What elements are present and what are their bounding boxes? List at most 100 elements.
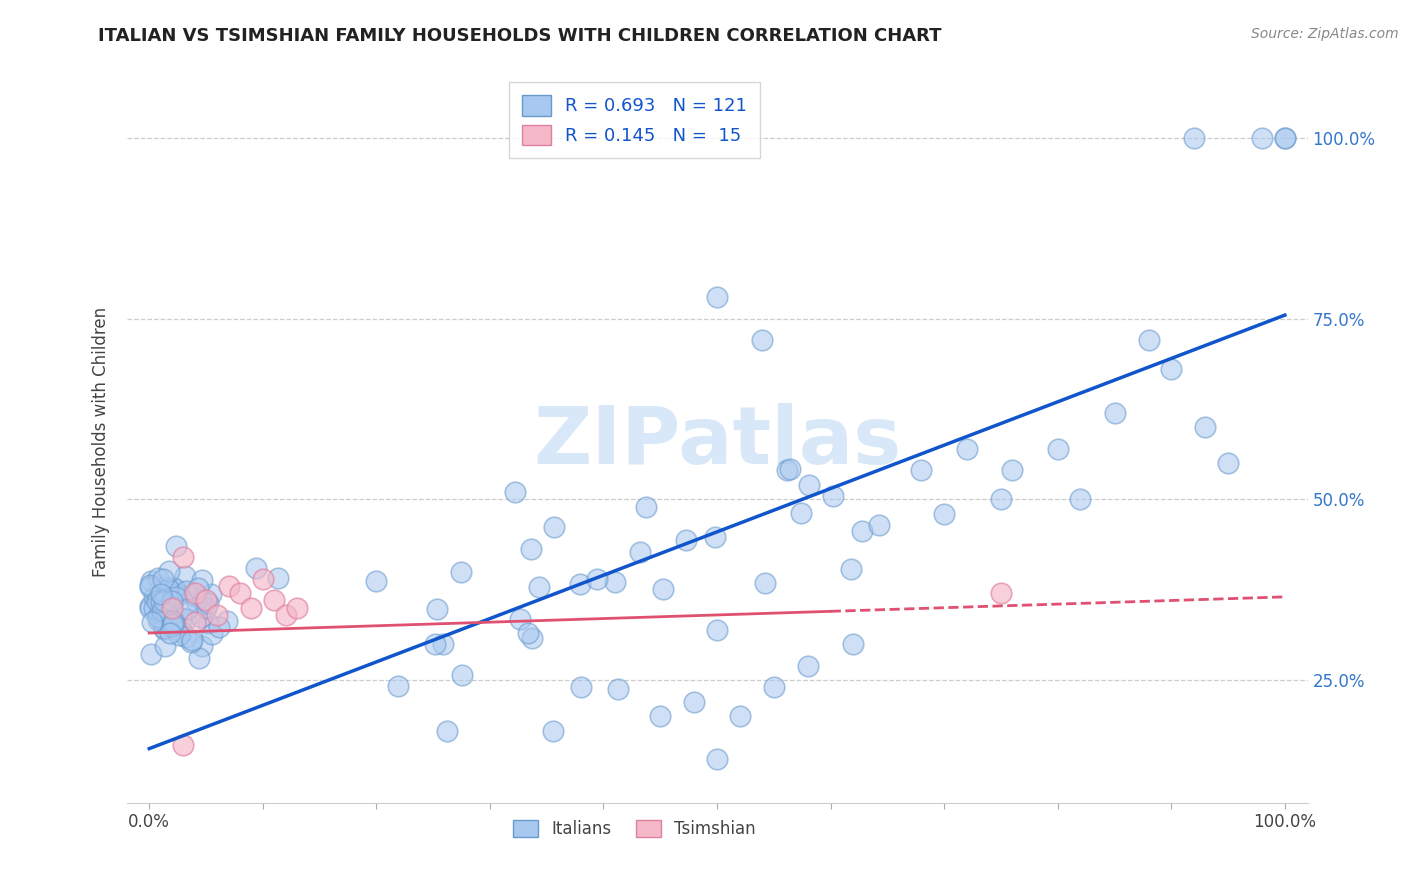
Point — [520, 541, 543, 556]
Point — [150, 587, 173, 601]
Point — [167, 628, 190, 642]
Point — [274, 607, 297, 622]
Point — [797, 658, 820, 673]
Point — [754, 576, 776, 591]
Point — [779, 462, 801, 476]
Point — [509, 612, 531, 626]
Point — [1274, 131, 1296, 145]
Point — [956, 442, 979, 456]
Point — [172, 611, 194, 625]
Point — [569, 576, 592, 591]
Point — [704, 530, 727, 544]
Point — [183, 586, 205, 600]
Point — [184, 594, 207, 608]
Point — [263, 593, 285, 607]
Point — [207, 620, 229, 634]
Point — [990, 492, 1012, 507]
Point — [797, 477, 820, 491]
Point — [683, 695, 706, 709]
Point — [155, 639, 177, 653]
Point — [142, 590, 165, 604]
Point — [190, 573, 212, 587]
Point — [139, 581, 162, 595]
Point — [153, 601, 176, 615]
Point — [152, 572, 174, 586]
Point — [762, 680, 785, 694]
Point — [150, 604, 173, 618]
Point — [207, 607, 229, 622]
Point — [173, 569, 195, 583]
Point — [162, 594, 184, 608]
Point — [1001, 463, 1024, 477]
Point — [387, 679, 409, 693]
Point — [155, 602, 177, 616]
Point — [934, 507, 956, 521]
Point — [197, 596, 219, 610]
Point — [155, 580, 177, 594]
Point — [139, 647, 162, 661]
Point — [541, 723, 564, 738]
Point — [267, 570, 290, 584]
Point — [650, 709, 672, 723]
Point — [1137, 334, 1160, 348]
Point — [851, 524, 873, 538]
Point — [176, 584, 198, 599]
Point — [1104, 406, 1126, 420]
Point — [141, 615, 163, 629]
Point — [728, 709, 751, 723]
Point — [197, 616, 219, 631]
Point — [153, 594, 176, 608]
Point — [675, 533, 697, 548]
Text: ZIPatlas: ZIPatlas — [533, 402, 901, 481]
Point — [162, 617, 184, 632]
Point — [450, 565, 472, 579]
Point — [1046, 442, 1069, 456]
Point — [240, 600, 263, 615]
Point — [165, 539, 187, 553]
Point — [181, 633, 204, 648]
Point — [165, 587, 187, 601]
Point — [628, 544, 651, 558]
Point — [162, 614, 184, 628]
Point — [176, 602, 198, 616]
Point — [425, 637, 447, 651]
Point — [652, 582, 675, 597]
Point — [172, 738, 194, 752]
Point — [364, 574, 387, 588]
Point — [156, 599, 179, 614]
Point — [157, 564, 180, 578]
Point — [172, 550, 194, 565]
Point — [187, 650, 209, 665]
Point — [152, 621, 174, 635]
Point — [195, 593, 218, 607]
Point — [1251, 131, 1274, 145]
Point — [1069, 492, 1091, 507]
Point — [191, 639, 214, 653]
Legend: Italians, Tsimshian: Italians, Tsimshian — [506, 814, 763, 845]
Point — [1194, 420, 1216, 434]
Point — [187, 581, 209, 595]
Point — [1216, 456, 1239, 470]
Point — [1182, 131, 1205, 145]
Point — [190, 610, 212, 624]
Point — [146, 570, 169, 584]
Point — [166, 590, 188, 604]
Point — [142, 601, 165, 615]
Point — [823, 489, 845, 503]
Point — [139, 578, 162, 592]
Point — [146, 610, 169, 624]
Y-axis label: Family Households with Children: Family Households with Children — [91, 307, 110, 576]
Point — [634, 500, 657, 514]
Text: Source: ZipAtlas.com: Source: ZipAtlas.com — [1251, 27, 1399, 41]
Point — [200, 626, 222, 640]
Point — [517, 625, 540, 640]
Point — [183, 588, 205, 602]
Point — [159, 625, 181, 640]
Point — [163, 614, 186, 628]
Point — [146, 593, 169, 607]
Point — [706, 290, 728, 304]
Point — [543, 520, 565, 534]
Point — [751, 334, 773, 348]
Point — [174, 630, 197, 644]
Point — [148, 606, 170, 620]
